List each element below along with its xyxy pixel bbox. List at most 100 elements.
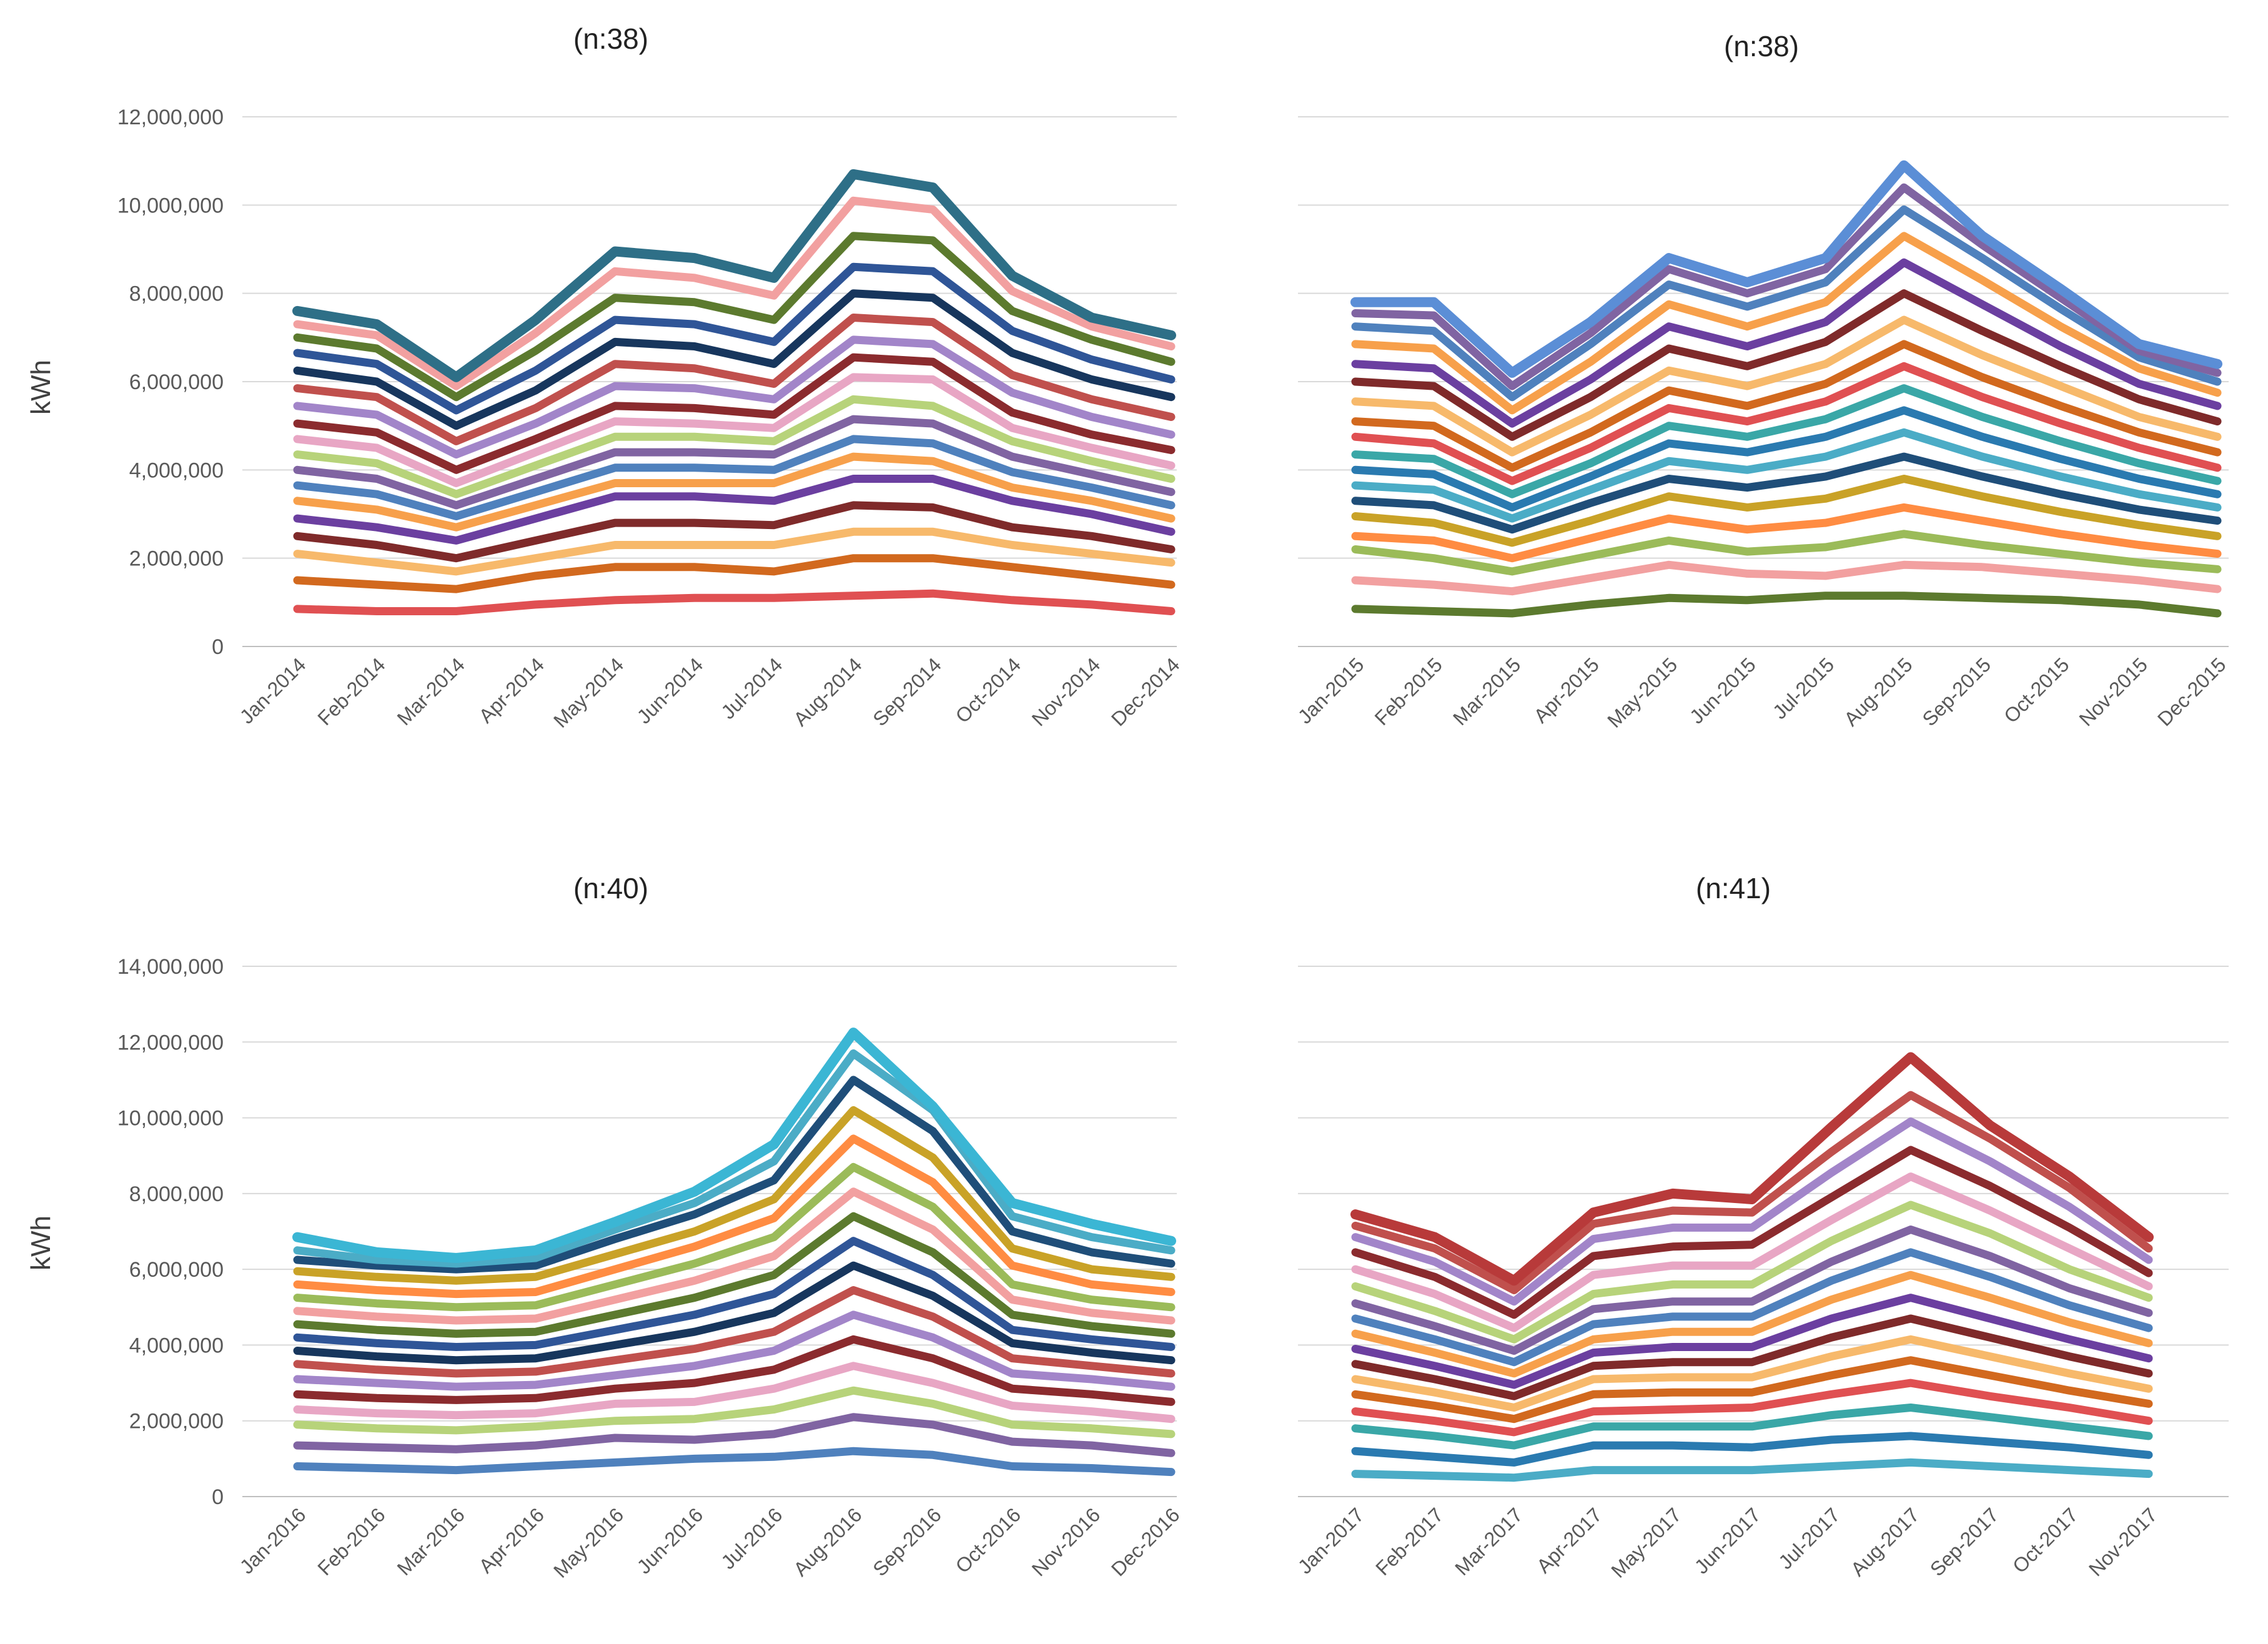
x-tick-label: Nov-2015 [2074, 653, 2152, 731]
x-tick-label: Feb-2016 [313, 1503, 389, 1580]
series-line [1351, 1458, 2153, 1482]
series-line [1351, 452, 2222, 534]
series-lines [292, 169, 1176, 615]
x-tick-label: Aug-2017 [1846, 1503, 1924, 1581]
y-tick-label: 12,000,000 [117, 1031, 224, 1054]
series-line [293, 1286, 1176, 1378]
series-line [1351, 1404, 2153, 1450]
x-tick-label: Jun-2016 [633, 1503, 708, 1578]
series-line [1351, 592, 2222, 618]
series-line [293, 1212, 1176, 1338]
series-line [293, 1310, 1176, 1391]
series-line [293, 289, 1176, 430]
x-tick-label: Jan-2017 [1294, 1503, 1369, 1578]
series-line [1351, 289, 2222, 441]
series-line [1351, 205, 2222, 402]
series-line [293, 373, 1176, 487]
x-tick-label: Sep-2016 [868, 1503, 946, 1581]
x-tick-label: Oct-2016 [951, 1503, 1026, 1578]
series-line [1351, 530, 2222, 576]
x-tick-label: Oct-2014 [951, 653, 1026, 728]
x-tick-label: Jul-2017 [1774, 1503, 1844, 1573]
series-line [1351, 315, 2222, 457]
y-axis-label: kWh [26, 360, 56, 415]
x-tick-label: Jun-2015 [1685, 653, 1760, 728]
x-tick-label: Sep-2014 [868, 653, 946, 731]
chart-2016: (n:40) kWh 0 2,000,000 4,000,000 6,000,000 8… [26, 872, 1184, 1582]
x-tick-label: Feb-2017 [1371, 1503, 1447, 1580]
series-line [293, 527, 1176, 576]
series-line [293, 1076, 1176, 1274]
y-tick-label: 2,000,000 [129, 547, 224, 571]
x-tick-label: Nov-2017 [2084, 1503, 2162, 1581]
chart-title: (n:38) [573, 22, 648, 55]
x-tick-label: May-2015 [1603, 653, 1681, 732]
x-tick-label: Jul-2016 [716, 1503, 786, 1573]
x-tick-label: May-2017 [1607, 1503, 1685, 1582]
series-line [1351, 1335, 2153, 1412]
x-tick-label: Apr-2015 [1529, 653, 1603, 728]
series-line [293, 1261, 1176, 1365]
series-line [1351, 183, 2222, 390]
series-line [1351, 1379, 2153, 1437]
x-tick-label: Dec-2014 [1107, 653, 1184, 731]
series-line [293, 335, 1176, 459]
x-tick-label: Aug-2015 [1840, 653, 1917, 731]
chart-title: (n:41) [1696, 872, 1771, 904]
x-tick-label: Jan-2014 [235, 653, 310, 728]
series-line [293, 435, 1176, 520]
x-tick-label: Mar-2014 [393, 653, 469, 730]
chart-2015: (n:38) Jan-2015 Feb-2015 Mar-2015 Apr-2015 M… [1294, 30, 2231, 732]
series-line [1351, 1172, 2153, 1332]
x-tick-labels: Jan-2015 Feb-2015 Mar-2015 Apr-2015 May-2015… [1294, 653, 2231, 732]
series-line [1350, 1052, 2154, 1286]
series-line [293, 196, 1176, 390]
series-line [1351, 232, 2222, 415]
series-lines [292, 1028, 1176, 1477]
series-lines [1350, 1052, 2154, 1482]
x-tick-label: Apr-2017 [1532, 1503, 1607, 1578]
x-tick-label: Jan-2016 [235, 1503, 310, 1578]
series-line [293, 1413, 1176, 1457]
x-tick-label: Aug-2014 [789, 653, 866, 731]
series-line [1351, 1356, 2153, 1424]
series-line [1351, 503, 2222, 563]
series-line [293, 314, 1176, 445]
x-tick-label: Jul-2014 [716, 653, 786, 723]
y-tick-label: 6,000,000 [129, 1258, 224, 1282]
series-line [1351, 560, 2222, 596]
series-line [1351, 384, 2222, 498]
series-lines [1350, 160, 2222, 618]
series-line [1351, 428, 2222, 523]
series-line [293, 1049, 1176, 1268]
x-tick-label: Apr-2014 [475, 653, 549, 728]
x-tick-label: Nov-2016 [1028, 1503, 1105, 1581]
series-line [1351, 1091, 2153, 1294]
x-tick-labels: Jan-2017 Feb-2017 Mar-2017 Apr-2017 May-2017… [1294, 1503, 2162, 1582]
x-tick-label: May-2014 [549, 653, 628, 732]
series-line [293, 1447, 1176, 1477]
gridlines [1298, 966, 2229, 1497]
y-tick-label: 2,000,000 [129, 1410, 224, 1434]
series-line [293, 589, 1176, 615]
y-tick-label: 4,000,000 [129, 458, 224, 482]
x-tick-label: Jan-2015 [1294, 653, 1369, 728]
y-tick-label: 10,000,000 [117, 194, 224, 217]
series-line [293, 1362, 1176, 1424]
y-axis-label: kWh [26, 1216, 56, 1270]
x-tick-label: Sep-2017 [1926, 1503, 2003, 1581]
series-line [293, 1335, 1176, 1406]
x-tick-label: Nov-2014 [1028, 653, 1105, 731]
x-tick-label: Oct-2015 [1999, 653, 2074, 728]
x-tick-label: Sep-2015 [1918, 653, 1996, 731]
series-line [1351, 362, 2222, 485]
x-tick-label: Oct-2017 [2008, 1503, 2082, 1578]
series-line [293, 395, 1176, 498]
chart-title: (n:40) [573, 872, 648, 904]
series-line [293, 1162, 1176, 1312]
x-tick-label: May-2016 [549, 1503, 628, 1582]
series-line [293, 475, 1176, 545]
series-line [1351, 1432, 2153, 1467]
series-line [1351, 1294, 2153, 1389]
